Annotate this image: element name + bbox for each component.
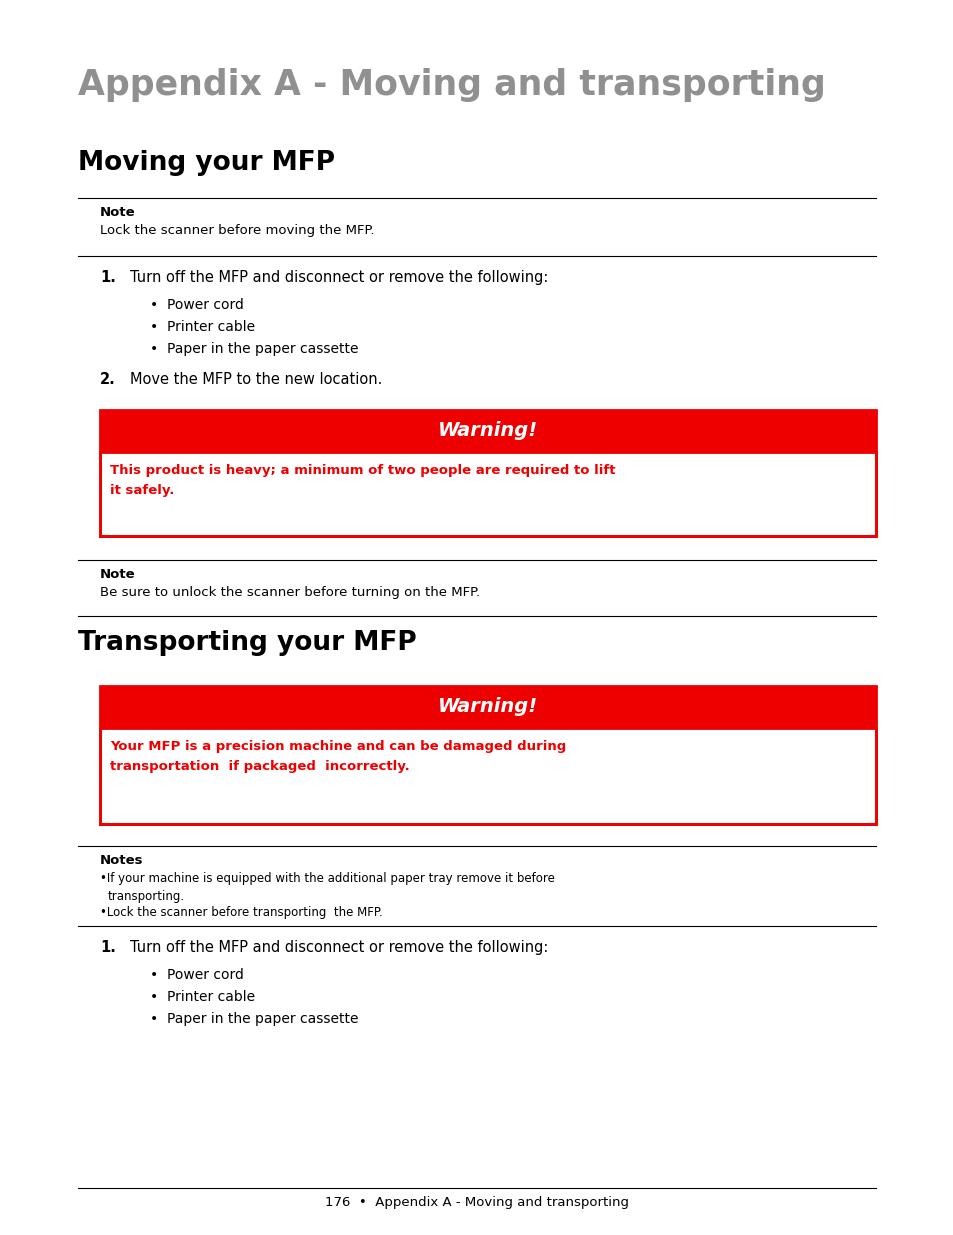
Bar xyxy=(100,410,875,536)
Text: Power cord: Power cord xyxy=(167,298,244,312)
Bar xyxy=(100,452,875,536)
Text: Turn off the MFP and disconnect or remove the following:: Turn off the MFP and disconnect or remov… xyxy=(130,270,548,285)
Text: •Lock the scanner before transporting  the MFP.: •Lock the scanner before transporting th… xyxy=(100,906,382,919)
Text: Warning!: Warning! xyxy=(437,698,537,716)
Text: Lock the scanner before moving the MFP.: Lock the scanner before moving the MFP. xyxy=(100,224,375,237)
Text: Be sure to unlock the scanner before turning on the MFP.: Be sure to unlock the scanner before tur… xyxy=(100,585,479,599)
Text: This product is heavy; a minimum of two people are required to lift: This product is heavy; a minimum of two … xyxy=(110,464,615,477)
Text: 176  •  Appendix A - Moving and transporting: 176 • Appendix A - Moving and transporti… xyxy=(325,1195,628,1209)
Text: •: • xyxy=(150,990,158,1004)
Bar xyxy=(100,410,875,452)
Bar xyxy=(100,685,875,824)
Text: Paper in the paper cassette: Paper in the paper cassette xyxy=(167,1011,358,1026)
Text: •: • xyxy=(150,1011,158,1026)
Text: Paper in the paper cassette: Paper in the paper cassette xyxy=(167,342,358,356)
Text: 1.: 1. xyxy=(100,940,115,955)
Text: Printer cable: Printer cable xyxy=(167,990,254,1004)
Text: Power cord: Power cord xyxy=(167,968,244,982)
Text: Appendix A - Moving and transporting: Appendix A - Moving and transporting xyxy=(78,68,825,103)
Text: 1.: 1. xyxy=(100,270,115,285)
Text: Warning!: Warning! xyxy=(437,421,537,441)
Bar xyxy=(100,685,875,727)
Text: Note: Note xyxy=(100,206,135,219)
Text: transporting.: transporting. xyxy=(108,890,185,903)
Text: Move the MFP to the new location.: Move the MFP to the new location. xyxy=(130,372,382,387)
Text: •: • xyxy=(150,320,158,333)
Text: Moving your MFP: Moving your MFP xyxy=(78,149,335,177)
Text: Notes: Notes xyxy=(100,853,143,867)
Text: •: • xyxy=(150,342,158,356)
Text: Note: Note xyxy=(100,568,135,580)
Text: Turn off the MFP and disconnect or remove the following:: Turn off the MFP and disconnect or remov… xyxy=(130,940,548,955)
Text: •If your machine is equipped with the additional paper tray remove it before: •If your machine is equipped with the ad… xyxy=(100,872,555,885)
Text: •: • xyxy=(150,968,158,982)
Text: transportation  if packaged  incorrectly.: transportation if packaged incorrectly. xyxy=(110,760,410,773)
Text: it safely.: it safely. xyxy=(110,484,174,496)
Text: Your MFP is a precision machine and can be damaged during: Your MFP is a precision machine and can … xyxy=(110,740,566,753)
Text: Printer cable: Printer cable xyxy=(167,320,254,333)
Text: 2.: 2. xyxy=(100,372,115,387)
Text: •: • xyxy=(150,298,158,312)
Text: Transporting your MFP: Transporting your MFP xyxy=(78,630,416,656)
Bar xyxy=(100,727,875,824)
